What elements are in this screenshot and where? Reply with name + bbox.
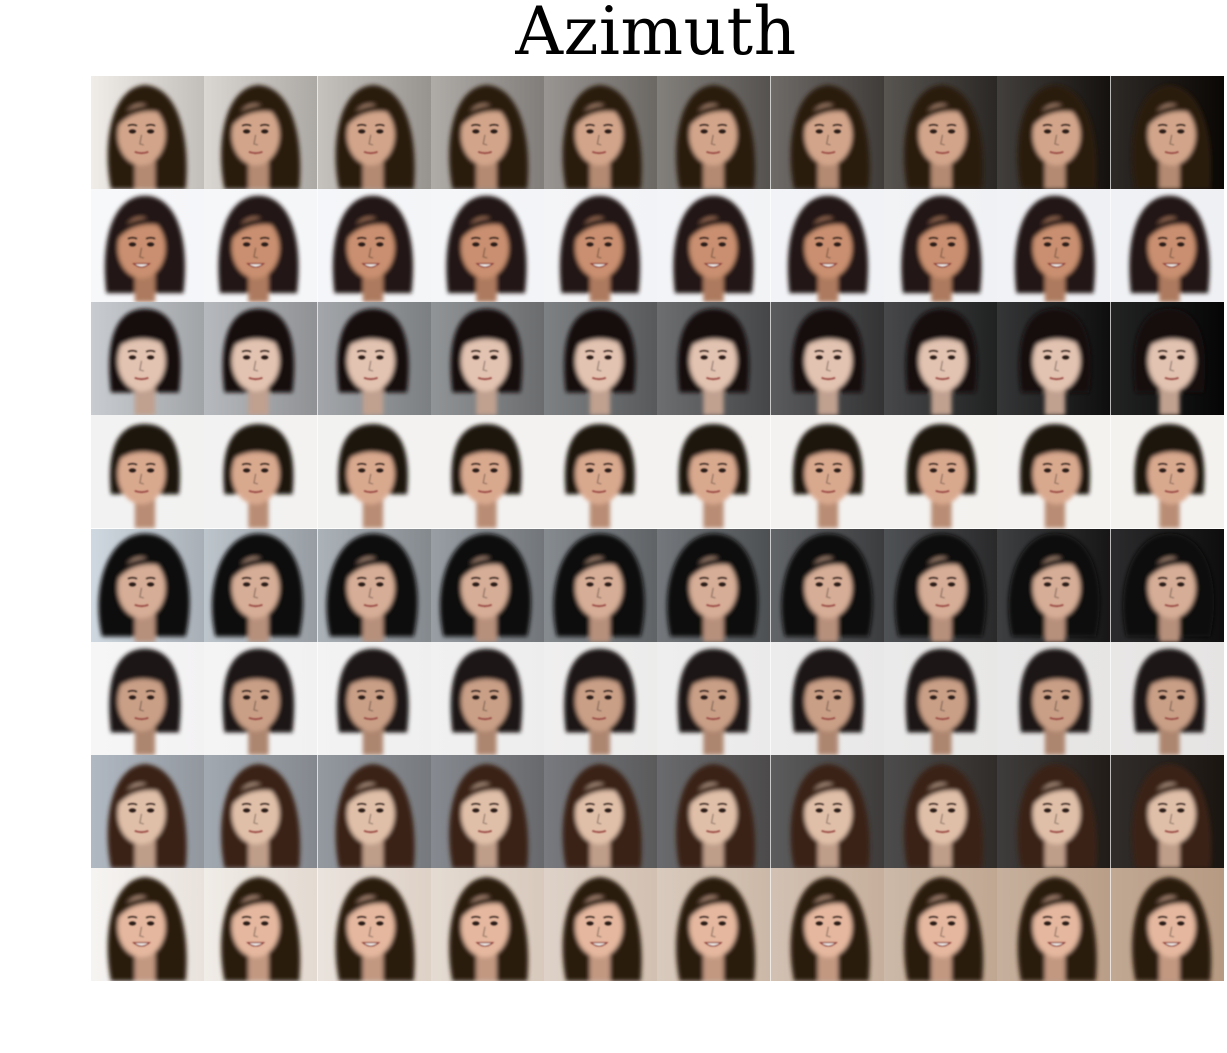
face-thumbnail xyxy=(884,754,998,868)
face-thumbnail xyxy=(997,641,1111,755)
face-thumbnail xyxy=(544,302,658,416)
face-thumbnail xyxy=(430,528,545,642)
face-thumbnail xyxy=(770,302,885,416)
face-thumbnail xyxy=(884,528,998,642)
face-thumbnail xyxy=(997,528,1111,642)
face-thumbnail xyxy=(204,76,318,190)
face-thumbnail xyxy=(91,415,205,529)
face-thumbnail xyxy=(91,528,205,642)
face-thumbnail xyxy=(657,641,771,755)
face-thumbnail xyxy=(997,76,1111,190)
face-thumbnail xyxy=(884,189,998,303)
face-thumbnail xyxy=(997,867,1111,981)
face-thumbnail xyxy=(884,302,998,416)
face-image-grid xyxy=(91,76,1224,981)
figure-title: Azimuth xyxy=(515,0,797,70)
face-thumbnail xyxy=(1110,641,1224,755)
face-thumbnail xyxy=(544,528,658,642)
face-thumbnail xyxy=(997,415,1111,529)
face-thumbnail xyxy=(317,867,431,981)
face-thumbnail xyxy=(91,641,205,755)
face-thumbnail xyxy=(1110,528,1224,642)
face-thumbnail xyxy=(91,302,205,416)
face-thumbnail xyxy=(317,754,431,868)
face-thumbnail xyxy=(657,302,771,416)
face-thumbnail xyxy=(884,415,998,529)
face-thumbnail xyxy=(204,754,318,868)
face-thumbnail xyxy=(91,754,205,868)
face-thumbnail xyxy=(770,415,885,529)
face-thumbnail xyxy=(770,528,885,642)
face-thumbnail xyxy=(770,754,885,868)
face-thumbnail xyxy=(204,189,318,303)
face-thumbnail xyxy=(1110,754,1224,868)
face-thumbnail xyxy=(204,641,318,755)
face-thumbnail xyxy=(770,641,885,755)
face-thumbnail xyxy=(884,867,998,981)
face-thumbnail xyxy=(1110,867,1224,981)
face-thumbnail xyxy=(997,754,1111,868)
face-thumbnail xyxy=(317,641,431,755)
face-thumbnail xyxy=(1110,76,1224,190)
face-thumbnail xyxy=(91,867,205,981)
face-thumbnail xyxy=(430,76,545,190)
face-thumbnail xyxy=(544,76,658,190)
face-thumbnail xyxy=(317,189,431,303)
face-thumbnail xyxy=(1110,415,1224,529)
face-thumbnail xyxy=(544,867,658,981)
face-thumbnail xyxy=(430,867,545,981)
face-thumbnail xyxy=(204,415,318,529)
face-thumbnail xyxy=(657,76,771,190)
face-thumbnail xyxy=(204,302,318,416)
face-thumbnail xyxy=(1110,189,1224,303)
face-thumbnail xyxy=(544,189,658,303)
face-thumbnail xyxy=(430,302,545,416)
face-thumbnail xyxy=(430,189,545,303)
face-thumbnail xyxy=(204,528,318,642)
face-thumbnail xyxy=(657,754,771,868)
face-thumbnail xyxy=(657,415,771,529)
face-thumbnail xyxy=(997,302,1111,416)
face-thumbnail xyxy=(544,415,658,529)
face-thumbnail xyxy=(317,76,431,190)
face-thumbnail xyxy=(657,528,771,642)
face-thumbnail xyxy=(430,754,545,868)
face-thumbnail xyxy=(884,76,998,190)
face-thumbnail xyxy=(91,189,205,303)
face-thumbnail xyxy=(204,867,318,981)
face-thumbnail xyxy=(1110,302,1224,416)
face-thumbnail xyxy=(91,76,205,190)
face-thumbnail xyxy=(770,189,885,303)
face-thumbnail xyxy=(317,528,431,642)
face-thumbnail xyxy=(317,415,431,529)
face-thumbnail xyxy=(544,754,658,868)
face-thumbnail xyxy=(884,641,998,755)
face-thumbnail xyxy=(317,302,431,416)
face-thumbnail xyxy=(544,641,658,755)
face-thumbnail xyxy=(430,415,545,529)
face-thumbnail xyxy=(770,867,885,981)
face-thumbnail xyxy=(770,76,885,190)
face-thumbnail xyxy=(430,641,545,755)
face-thumbnail xyxy=(657,867,771,981)
face-thumbnail xyxy=(657,189,771,303)
face-thumbnail xyxy=(997,189,1111,303)
